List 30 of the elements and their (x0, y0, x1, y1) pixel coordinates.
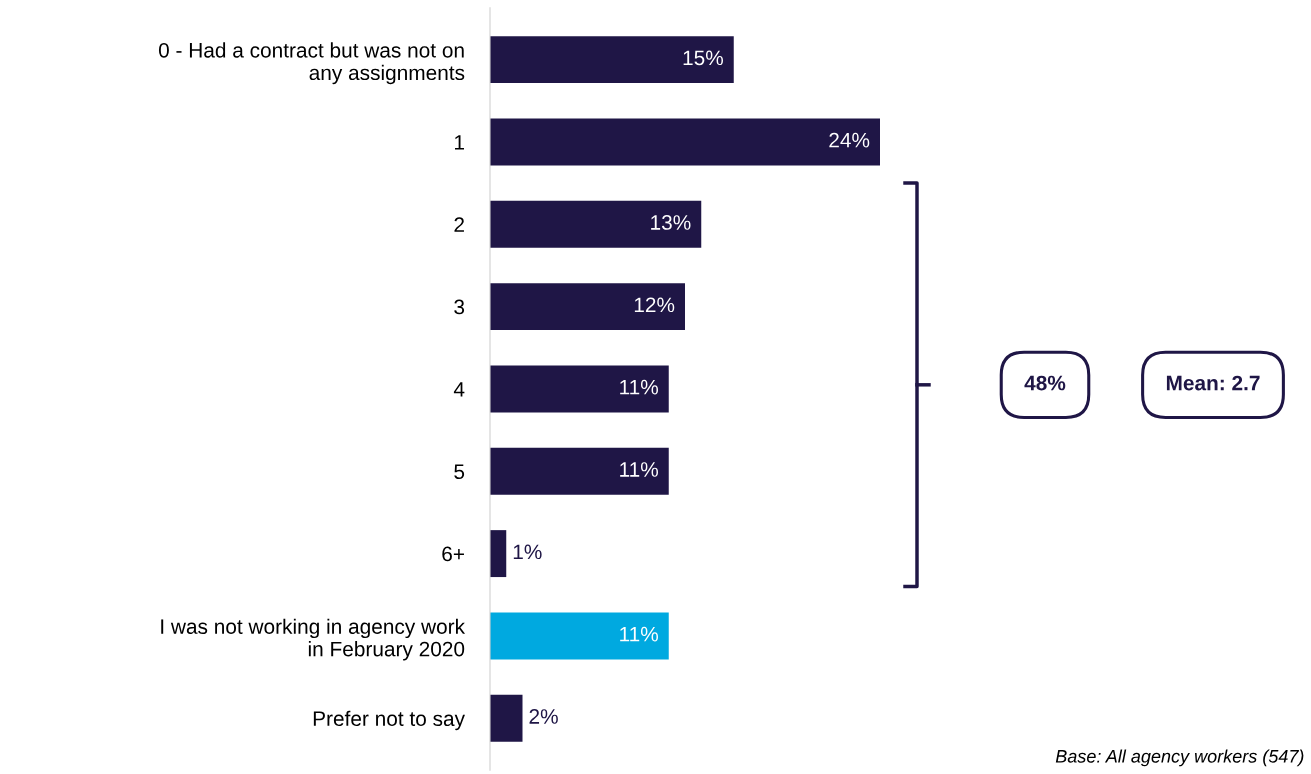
bar (490, 365, 669, 413)
bar (490, 530, 507, 578)
data-label: 24% (829, 132, 870, 148)
text: Base: All agency workers (547) (1055, 749, 1304, 767)
bar (490, 283, 685, 331)
data-label: 12% (634, 297, 675, 313)
y-tick-label: 3 (454, 299, 465, 315)
y-tick-label: 5 (454, 464, 465, 480)
bar (490, 447, 669, 495)
data-label: 15% (683, 50, 724, 66)
bar (490, 36, 734, 84)
y-tick-label: 2 (454, 217, 464, 232)
data-label: 1% (513, 544, 542, 560)
y-tick-label: 0 - Had a contract but was not on any assignments (158, 42, 465, 85)
y-tick-label: I was not working in agency work in February 2020 (161, 618, 466, 661)
y-tick-label: Prefer not to say (313, 710, 465, 731)
data-label: 11% (620, 379, 659, 395)
bar (490, 200, 702, 248)
data-label: 11% (620, 626, 659, 642)
text: 48% (1024, 375, 1066, 391)
bar (490, 694, 523, 742)
y-tick-label: 6+ (442, 546, 464, 562)
data-label: 11% (620, 462, 659, 477)
bar (490, 612, 669, 660)
bar (490, 118, 880, 166)
y-tick-label: 4 (453, 382, 465, 397)
text: Mean: 2.7 (1166, 375, 1260, 391)
data-label: 2% (529, 709, 558, 724)
data-label: 13% (651, 215, 691, 230)
y-tick-label: 1 (455, 135, 464, 150)
